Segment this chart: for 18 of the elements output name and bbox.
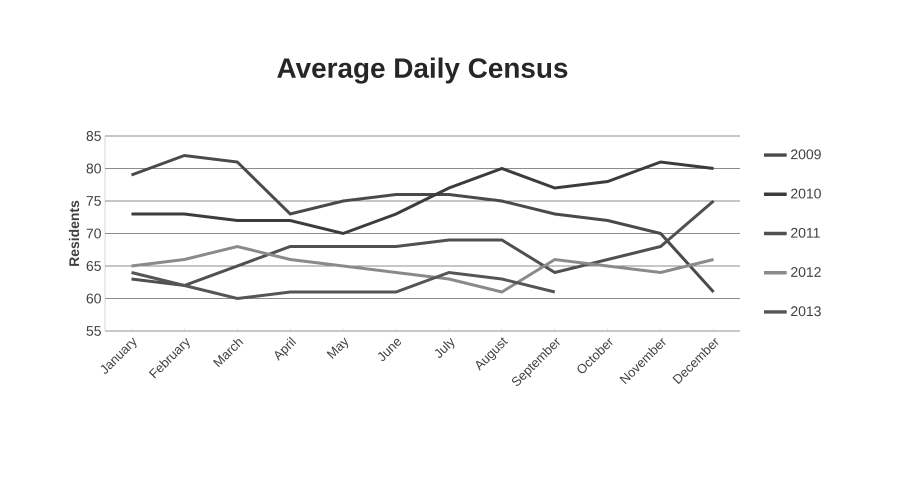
x-tick-label: July [434, 338, 454, 358]
y-tick-label: 70 [86, 228, 101, 238]
line-series [130, 154, 716, 294]
y-tick-label: 80 [86, 164, 101, 174]
legend-label: 2011 [791, 228, 820, 238]
legend-label: 2013 [791, 306, 821, 316]
y-axis-title: Residents [68, 200, 80, 266]
y-tick-label: 85 [86, 131, 101, 141]
y-tick-label: 60 [86, 294, 101, 304]
chart-title: Average Daily Census [277, 57, 568, 84]
legend-label: 2009 [791, 149, 821, 160]
legend-label: 2010 [791, 188, 821, 199]
y-tick-label: 55 [86, 326, 101, 336]
line-series [130, 160, 716, 235]
legend-label: 2012 [791, 267, 821, 277]
y-tick-label: 65 [86, 261, 101, 271]
y-tick-label: 75 [86, 196, 101, 206]
x-tick-label: May [326, 337, 348, 359]
